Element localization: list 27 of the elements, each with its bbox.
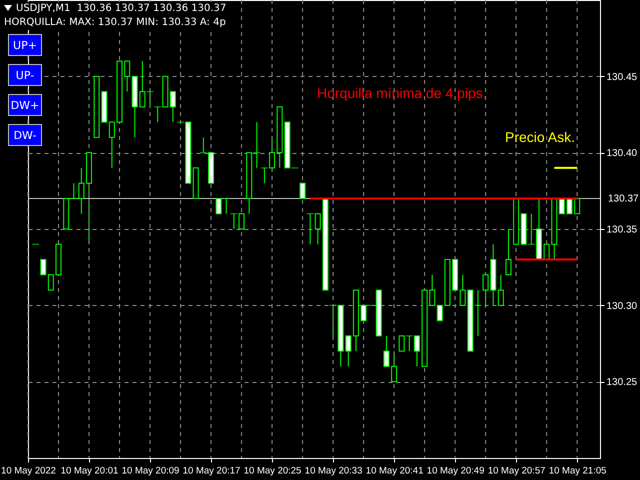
annotation: Precio Ask. [505, 129, 576, 145]
x-tick-label: 10 May 21:05 [548, 466, 606, 476]
button[interactable]: DW- [8, 124, 42, 146]
x-tick-label: 10 May 20:01 [60, 466, 118, 476]
x-tick-label: 10 May 20:33 [304, 466, 362, 476]
annotation: Horquilla mínima de 4 pips. [317, 85, 487, 101]
x-tick-label: 10 May 20:17 [182, 466, 240, 476]
y-tick-label: 130.25 [606, 377, 638, 388]
x-tick-label: 10 May 20:57 [488, 466, 546, 476]
chart-title: USDJPY,M1 130.36 130.37 130.36 130.37 [16, 3, 226, 14]
x-tick-label: 10 May 20:09 [122, 466, 180, 476]
candlestick [498, 274, 504, 306]
x-tick-label: 10 May 20:25 [244, 466, 302, 476]
y-tick-label: 130.30 [606, 300, 638, 312]
text: HORQUILLA: MAX: 130.37 MIN: 130.33 A: 4p [4, 16, 226, 30]
x-tick-label: 10 May 20:41 [366, 466, 424, 476]
y-tick-label: 130.40 [606, 148, 638, 160]
button[interactable]: DW+ [8, 94, 42, 116]
button[interactable]: UP+ [8, 34, 42, 56]
candlestick [300, 182, 306, 199]
x-tick-label: 10 May 20:49 [426, 466, 484, 476]
candlestick [505, 228, 512, 276]
button[interactable]: UP- [8, 64, 42, 86]
y-tick-label: 130.45 [606, 72, 638, 83]
ref-line-label: 130.37 [608, 193, 640, 204]
y-tick-label: 130.35 [606, 224, 638, 236]
x-tick-label: 10 May 2022 [1, 466, 56, 476]
